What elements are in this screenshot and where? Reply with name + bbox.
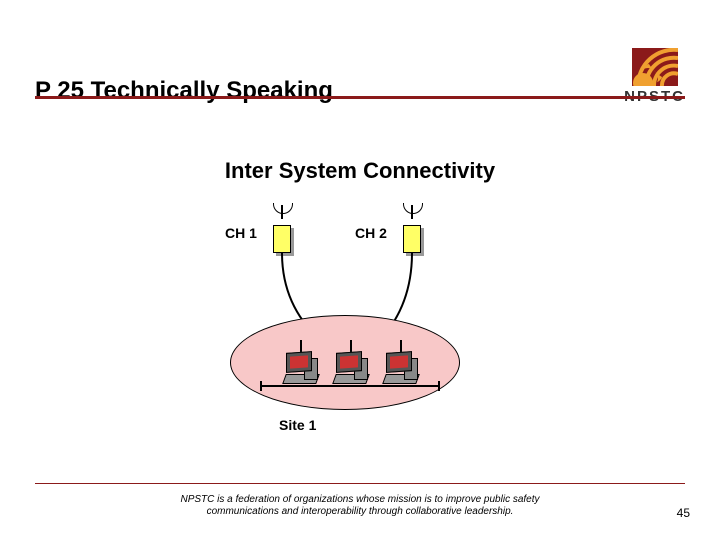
diagram-title: Inter System Connectivity — [0, 158, 720, 184]
network-bus-line — [260, 385, 440, 387]
site-label: Site 1 — [275, 417, 320, 433]
slide-title: P 25 Technically Speaking — [35, 77, 333, 105]
base-station-2-icon — [400, 217, 424, 253]
base-station-1-icon — [270, 217, 294, 253]
footer-mission-text: NPSTC is a federation of organizations w… — [0, 494, 720, 518]
footer-line-2: communications and interoperability thro… — [207, 506, 514, 517]
channel-1-label: CH 1 — [225, 225, 257, 241]
network-diagram: CH 1 CH 2 Site 1 — [0, 195, 720, 445]
logo-mark-icon — [632, 48, 678, 86]
page-number: 45 — [677, 506, 690, 520]
header-divider — [35, 96, 685, 99]
workstation-2-icon — [332, 350, 370, 390]
channel-2-label: CH 2 — [355, 225, 387, 241]
footer-divider — [35, 483, 685, 485]
workstation-3-icon — [382, 350, 420, 390]
workstation-1-icon — [282, 350, 320, 390]
footer-line-1: NPSTC is a federation of organizations w… — [180, 494, 539, 505]
